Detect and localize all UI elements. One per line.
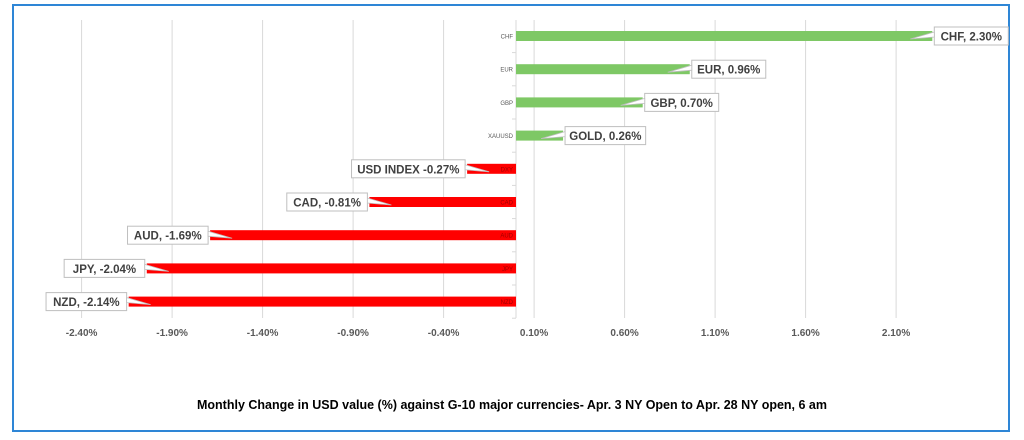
bar-cad xyxy=(369,197,516,207)
x-tick-label: 2.10% xyxy=(882,328,910,339)
data-label-pointer xyxy=(366,197,392,206)
bar-aud xyxy=(210,230,517,241)
category-label: XAUUSD xyxy=(488,134,514,140)
data-label-pointer xyxy=(667,64,693,73)
bar-chf xyxy=(516,31,933,41)
data-label-pointer xyxy=(126,297,151,305)
x-tick-label: -2.40% xyxy=(66,328,98,339)
bar-xauusd xyxy=(516,130,564,141)
bar-eur xyxy=(516,64,690,75)
data-label-pointer xyxy=(464,164,490,173)
x-tick-label: 1.10% xyxy=(701,328,729,339)
data-label: GBP, 0.70% xyxy=(650,98,712,110)
x-tick-label: -1.90% xyxy=(156,328,188,339)
x-tick-label: -0.90% xyxy=(337,328,369,339)
data-label-pointer xyxy=(144,263,169,272)
bar-nzd xyxy=(128,296,516,307)
category-label: AUD xyxy=(500,234,513,240)
data-label: EUR, 0.96% xyxy=(697,65,760,77)
bar-dxy xyxy=(467,163,516,174)
bar-gbp xyxy=(516,97,643,108)
category-label: JPY xyxy=(502,267,513,273)
data-label: AUD, -1.69% xyxy=(134,231,202,243)
data-label: JPY, -2.04% xyxy=(73,264,136,276)
x-tick-label: 0.60% xyxy=(610,328,638,339)
category-label: EUR xyxy=(500,68,513,74)
data-label-pointer xyxy=(910,31,935,40)
category-label: DXY xyxy=(501,167,513,173)
data-label: CHF, 2.30% xyxy=(941,32,1002,44)
category-label: GBP xyxy=(500,101,513,107)
x-tick-label: 0.10% xyxy=(520,328,548,339)
x-tick-label: -1.40% xyxy=(247,328,279,339)
category-label: CHF xyxy=(501,35,514,41)
data-label-pointer xyxy=(207,230,233,239)
bar-jpy xyxy=(146,263,516,274)
data-label: NZD, -2.14% xyxy=(53,297,119,309)
data-label-pointer xyxy=(620,97,646,106)
data-label-pointer xyxy=(540,131,566,139)
category-label: CAD xyxy=(500,201,513,207)
data-label: GOLD, 0.26% xyxy=(569,131,641,143)
chart-title: Monthly Change in USD value (%) against … xyxy=(196,398,827,412)
chart-frame xyxy=(12,4,1010,432)
data-label: CAD, -0.81% xyxy=(293,198,361,210)
x-tick-label: -0.40% xyxy=(428,328,460,339)
data-label: USD INDEX -0.27% xyxy=(357,164,459,176)
category-label: NZD xyxy=(501,300,514,306)
x-tick-label: 1.60% xyxy=(791,328,819,339)
